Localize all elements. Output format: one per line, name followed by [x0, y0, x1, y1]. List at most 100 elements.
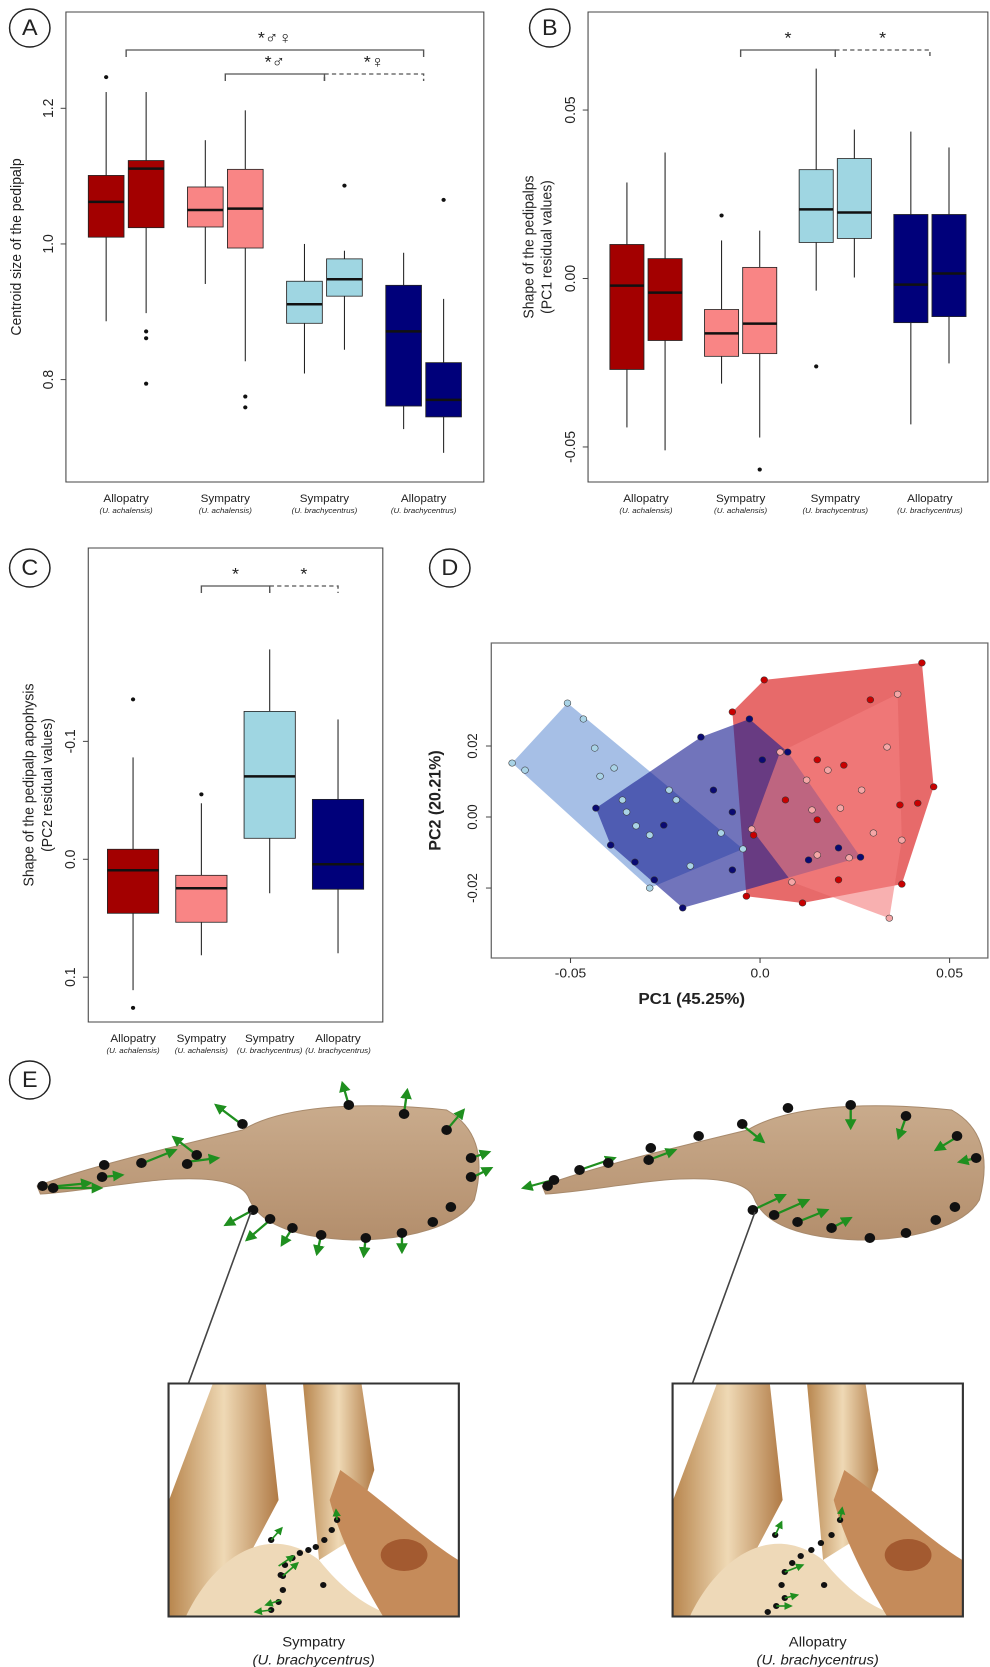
point [633, 823, 640, 829]
y-tick-label: 0.0 [63, 850, 79, 869]
category-species: (U. achalensis) [199, 506, 253, 515]
significance-bracket [270, 586, 338, 593]
point [750, 832, 757, 838]
point [718, 830, 725, 836]
inset-title: Sympatry [282, 1635, 346, 1651]
significance-label: * [300, 564, 307, 583]
point [509, 760, 516, 766]
box [244, 711, 295, 838]
point [611, 765, 618, 771]
category-label: Allopatry [315, 1033, 361, 1045]
box [743, 267, 777, 353]
significance-label: *♂♀ [258, 28, 292, 47]
box [799, 170, 833, 243]
point [894, 691, 901, 697]
panel-letter: D [441, 554, 458, 579]
category-species: (U. brachycentrus) [391, 506, 457, 515]
y-tick-label: -0.05 [563, 431, 579, 463]
x-tick-label: 0.0 [750, 966, 769, 981]
plot-frame [88, 548, 383, 1022]
point [748, 826, 755, 832]
point [919, 660, 926, 666]
point [619, 797, 626, 803]
y-tick-label: -0.02 [464, 873, 479, 903]
category-species: (U. brachycentrus) [305, 1046, 371, 1055]
box [128, 161, 164, 228]
point [729, 709, 736, 715]
x-tick-label: -0.05 [555, 966, 586, 981]
point [710, 787, 717, 793]
point [857, 854, 864, 860]
plot-frame [66, 12, 484, 482]
category-species: (U. brachycentrus) [803, 506, 869, 515]
panel-letter: E [22, 1066, 38, 1091]
point [824, 767, 831, 773]
point [761, 677, 768, 683]
point [646, 832, 653, 838]
significance-bracket [201, 586, 269, 593]
outlier [144, 336, 148, 340]
category-species: (U. brachycentrus) [897, 506, 963, 515]
category-label: Sympatry [300, 493, 350, 505]
box [176, 875, 227, 922]
point [632, 859, 639, 865]
panel-e-art: E [10, 1061, 985, 1667]
y-tick-label: 0.8 [40, 370, 56, 389]
outlier [814, 364, 818, 368]
outlier [104, 75, 108, 79]
y-tick-label: 1.2 [40, 99, 56, 118]
box [932, 214, 966, 316]
point [782, 797, 789, 803]
point [666, 787, 673, 793]
y-tick-label: -0.1 [63, 729, 79, 753]
category-species: (U. achalensis) [175, 1046, 229, 1055]
point [898, 837, 905, 843]
figure: E [0, 0, 990, 1667]
significance-label: *♀ [364, 52, 385, 71]
y-axis-label: Centroid size of the pedipalp [9, 158, 25, 335]
point [788, 879, 795, 885]
point [846, 855, 853, 861]
point [673, 797, 680, 803]
point [814, 852, 821, 858]
box [837, 159, 871, 239]
category-label: Allopatry [907, 493, 953, 505]
category-species: (U. achalensis) [619, 506, 673, 515]
box [610, 244, 644, 369]
y-axis-label: (PC1 residual values) [539, 180, 555, 314]
point [746, 716, 753, 722]
x-tick-label: 0.05 [936, 966, 963, 981]
box [287, 281, 323, 323]
page: {"chart_data":[ {"type":"box","panel":"A… [0, 0, 990, 1667]
category-species: (U. achalensis) [714, 506, 768, 515]
significance-bracket [835, 50, 930, 57]
point [814, 757, 821, 763]
point [886, 915, 893, 921]
y-tick-label: 0.1 [63, 967, 79, 986]
point [799, 900, 806, 906]
point [729, 809, 736, 815]
point [777, 749, 784, 755]
outlier [719, 213, 723, 217]
significance-label: * [784, 28, 791, 47]
inset-image [673, 1384, 962, 1616]
panel-letter: A [22, 14, 38, 39]
point [809, 807, 816, 813]
significance-bracket [225, 74, 324, 81]
point [835, 877, 842, 883]
outlier [243, 395, 247, 399]
point [679, 905, 686, 911]
category-label: Sympatry [245, 1033, 295, 1045]
point [607, 842, 614, 848]
category-label: Sympatry [177, 1033, 227, 1045]
box [648, 259, 682, 341]
outlier [243, 405, 247, 409]
category-label: Allopatry [623, 493, 669, 505]
category-species: (U. achalensis) [106, 1046, 160, 1055]
point [870, 830, 877, 836]
point [743, 893, 750, 899]
significance-bracket [741, 50, 836, 57]
outlier [758, 468, 762, 472]
point [597, 773, 604, 779]
category-species: (U. brachycentrus) [237, 1046, 303, 1055]
